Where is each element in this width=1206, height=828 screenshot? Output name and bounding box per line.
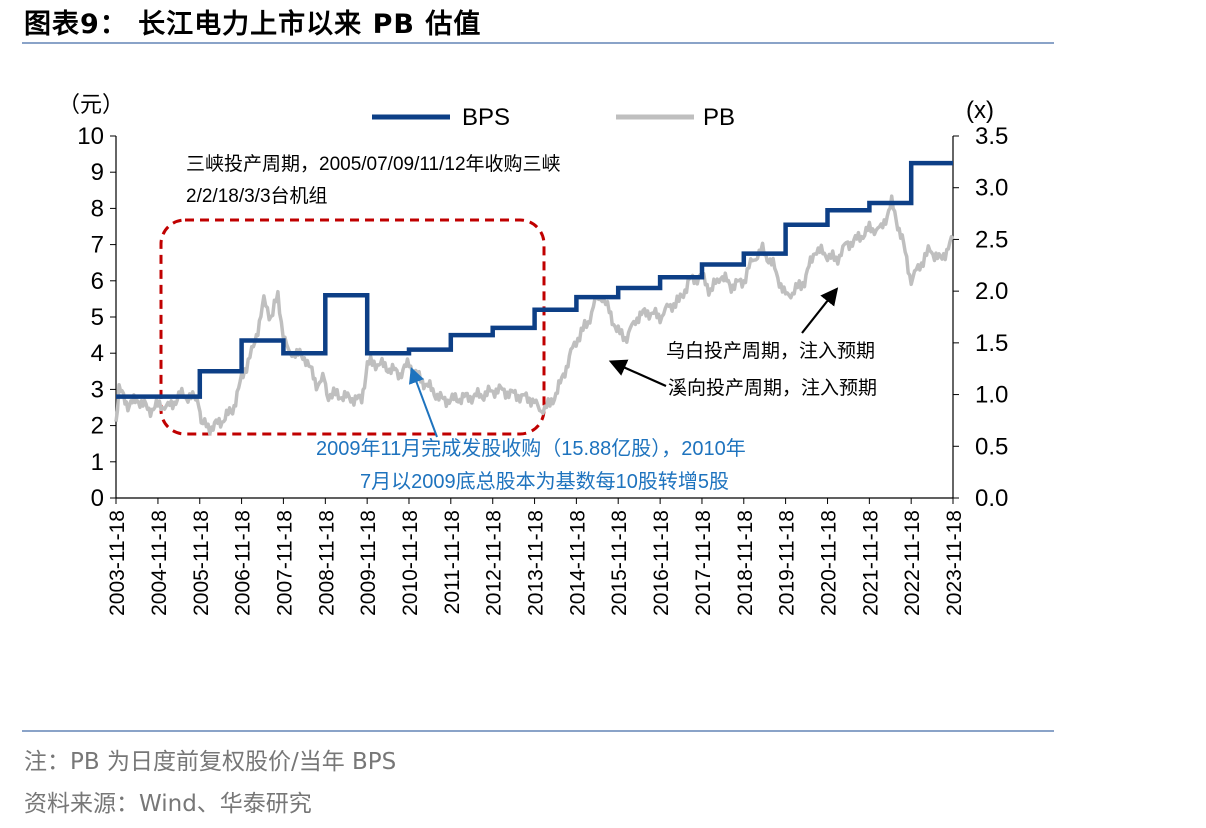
source-note: 资料来源：Wind、华泰研究 [24, 791, 312, 817]
x-tick-label: 2015-11-18 [608, 510, 631, 616]
wudongde-note: 乌白投产周期，注入预期 [666, 340, 875, 362]
x-tick-label: 2008-11-18 [315, 510, 338, 616]
x-tick-label: 2023-11-18 [943, 510, 966, 616]
x-tick-label: 2016-11-18 [650, 510, 673, 616]
blue-arrow [408, 367, 438, 438]
left-tick-label: 8 [91, 195, 104, 222]
x-tick-label: 2013-11-18 [525, 510, 548, 616]
wudongde-arrow [801, 287, 839, 334]
xiluodu-note: 溪向投产周期，注入预期 [668, 377, 877, 399]
right-tick-label: 3.5 [975, 123, 1008, 150]
left-tick-label: 1 [91, 449, 104, 476]
figure-title: 图表9： 长江电力上市以来 PB 估值 [24, 9, 482, 40]
left-axis-unit: （元） [58, 92, 124, 117]
x-tick-label: 2006-11-18 [232, 510, 255, 616]
box-note-line1: 三峡投产周期，2005/07/09/11/12年收购三峡 [186, 153, 561, 175]
axis-ticks: 0 1 2 3 4 5 6 7 8 9 10 0.0 0.5 1.0 1.5 2.0 2.5 3.0 3.5 2003… [77, 123, 1008, 616]
bps-series-line [116, 160, 953, 399]
x-tick-label: 2012-11-18 [483, 510, 506, 616]
left-tick-label: 5 [91, 304, 104, 331]
legend-bps-label: BPS [462, 104, 510, 131]
x-tick-label: 2020-11-18 [818, 510, 841, 616]
x-tick-label: 2018-11-18 [734, 510, 757, 616]
box-note-line2: 2/2/18/3/3台机组 [186, 185, 328, 207]
left-tick-label: 2 [91, 413, 104, 440]
x-tick-label: 2019-11-18 [776, 510, 799, 616]
left-tick-label: 0 [91, 485, 104, 512]
annotation-box [159, 218, 546, 436]
right-tick-label: 1.5 [975, 330, 1008, 357]
legend: BPS PB [372, 104, 735, 131]
left-tick-label: 4 [91, 340, 104, 367]
legend-pb-label: PB [703, 104, 735, 131]
x-tick-label: 2003-11-18 [106, 510, 129, 616]
right-tick-label: 1.0 [975, 382, 1008, 409]
xiluodu-arrow [608, 359, 667, 388]
blue-note-line1: 2009年11月完成发股收购（15.88亿股），2010年 [316, 437, 746, 460]
left-tick-label: 3 [91, 376, 104, 403]
blue-note-line2: 7月以2009底总股本为基数每10股转增5股 [360, 470, 729, 493]
left-tick-label: 9 [91, 159, 104, 186]
left-tick-label: 10 [77, 123, 104, 150]
x-tick-label: 2009-11-18 [357, 510, 380, 616]
right-tick-label: 3.0 [975, 175, 1008, 202]
right-tick-label: 0.5 [975, 433, 1008, 460]
left-tick-label: 6 [91, 268, 104, 295]
right-tick-label: 2.0 [975, 278, 1008, 305]
left-tick-label: 7 [91, 232, 104, 259]
chart: BPS PB （元） (x) 0 1 2 3 4 5 6 7 8 9 10 0.0 0.5 1.0 1.5 2… [58, 92, 1008, 616]
right-axis-unit: (x) [966, 97, 994, 124]
footnote: 注：PB 为日度前复权股价/当年 BPS [24, 749, 397, 775]
title-rule [22, 42, 1054, 44]
footer-rule [22, 730, 1054, 732]
x-tick-label: 2005-11-18 [190, 510, 213, 616]
x-tick-label: 2007-11-18 [273, 510, 296, 616]
x-tick-label: 2021-11-18 [859, 510, 882, 616]
right-tick-label: 2.5 [975, 226, 1008, 253]
right-tick-label: 0.0 [975, 485, 1008, 512]
x-tick-label: 2010-11-18 [399, 510, 422, 616]
x-tick-label: 2011-11-18 [441, 510, 464, 614]
x-tick-label: 2004-11-18 [148, 510, 171, 616]
pb-series-line [114, 194, 955, 436]
series-layer [114, 160, 955, 436]
x-tick-label: 2017-11-18 [692, 510, 715, 616]
x-tick-label: 2014-11-18 [566, 510, 589, 616]
x-tick-label: 2022-11-18 [901, 510, 924, 616]
